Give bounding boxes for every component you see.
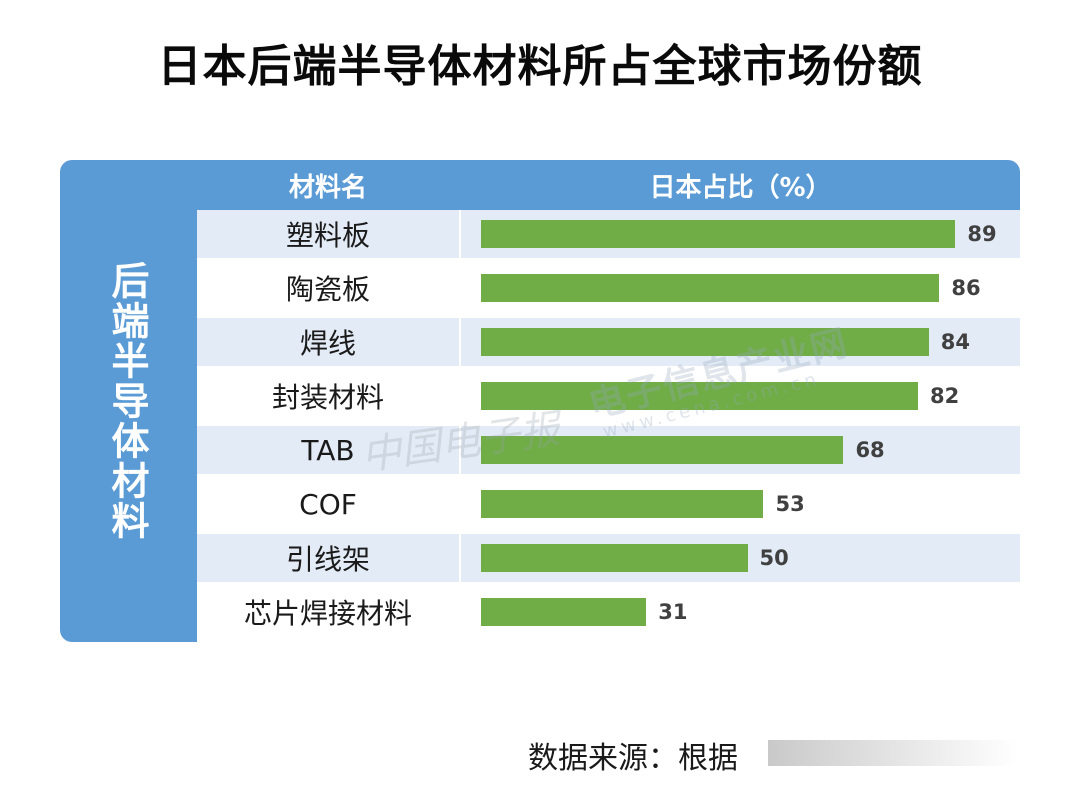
row-material-name: 焊线 — [299, 327, 356, 360]
data-source-note: 数据来源：根据 — [528, 741, 738, 776]
bar-value-label: 86 — [951, 276, 981, 300]
bar-value-label: 82 — [930, 384, 960, 408]
row-material-name: 芯片焊接材料 — [243, 597, 412, 630]
row-material-name: TAB — [301, 433, 355, 467]
bar-mark — [481, 328, 929, 356]
side-category-text: 后端半导体材料 — [105, 261, 149, 541]
bar-mark — [481, 544, 748, 572]
source-fade-bar — [768, 740, 1018, 766]
bar-value-label: 31 — [658, 600, 688, 624]
row-divider — [459, 480, 461, 528]
table-row: 陶瓷板 86 — [197, 264, 1020, 312]
bar-mark — [481, 382, 919, 410]
bar-mark — [481, 436, 844, 464]
row-material-name: 塑料板 — [285, 219, 370, 252]
row-material-name: 陶瓷板 — [285, 273, 370, 306]
row-divider — [459, 372, 461, 420]
row-divider — [459, 426, 461, 474]
bar-value-label: 53 — [775, 492, 805, 516]
chart-rows: 塑料板 89 陶瓷板 86 焊线 84 封装材料 82 TAB 68 COF 53 引线架 50 芯片焊接材… — [197, 210, 1020, 642]
side-category-label: 后端半导体材料 — [60, 160, 195, 642]
row-divider — [459, 588, 461, 636]
table-row: 芯片焊接材料 31 — [197, 588, 1020, 636]
table-row: 引线架 50 — [197, 534, 1020, 582]
bar-mark — [481, 598, 647, 626]
table-row: TAB 68 — [197, 426, 1020, 474]
chart-title: 日本后端半导体材料所占全球市场份额 — [157, 41, 923, 92]
row-material-name: COF — [299, 487, 357, 521]
bar-mark — [481, 490, 764, 518]
table-row: 封装材料 82 — [197, 372, 1020, 420]
bar-mark — [481, 274, 940, 302]
table-row: 焊线 84 — [197, 318, 1020, 366]
row-divider — [459, 264, 461, 312]
bar-mark — [481, 220, 956, 248]
bar-value-label: 50 — [759, 546, 789, 570]
table-row: 塑料板 89 — [197, 210, 1020, 258]
row-material-name: 封装材料 — [271, 381, 384, 414]
column-header-share: 日本占比（%） — [649, 172, 832, 203]
row-divider — [459, 318, 461, 366]
table-row: COF 53 — [197, 480, 1020, 528]
column-header-material: 材料名 — [288, 172, 367, 203]
bar-value-label: 68 — [855, 438, 885, 462]
row-divider — [459, 534, 461, 582]
row-material-name: 引线架 — [285, 543, 370, 576]
row-divider — [459, 210, 461, 258]
bar-value-label: 84 — [940, 330, 970, 354]
bar-value-label: 89 — [967, 222, 997, 246]
